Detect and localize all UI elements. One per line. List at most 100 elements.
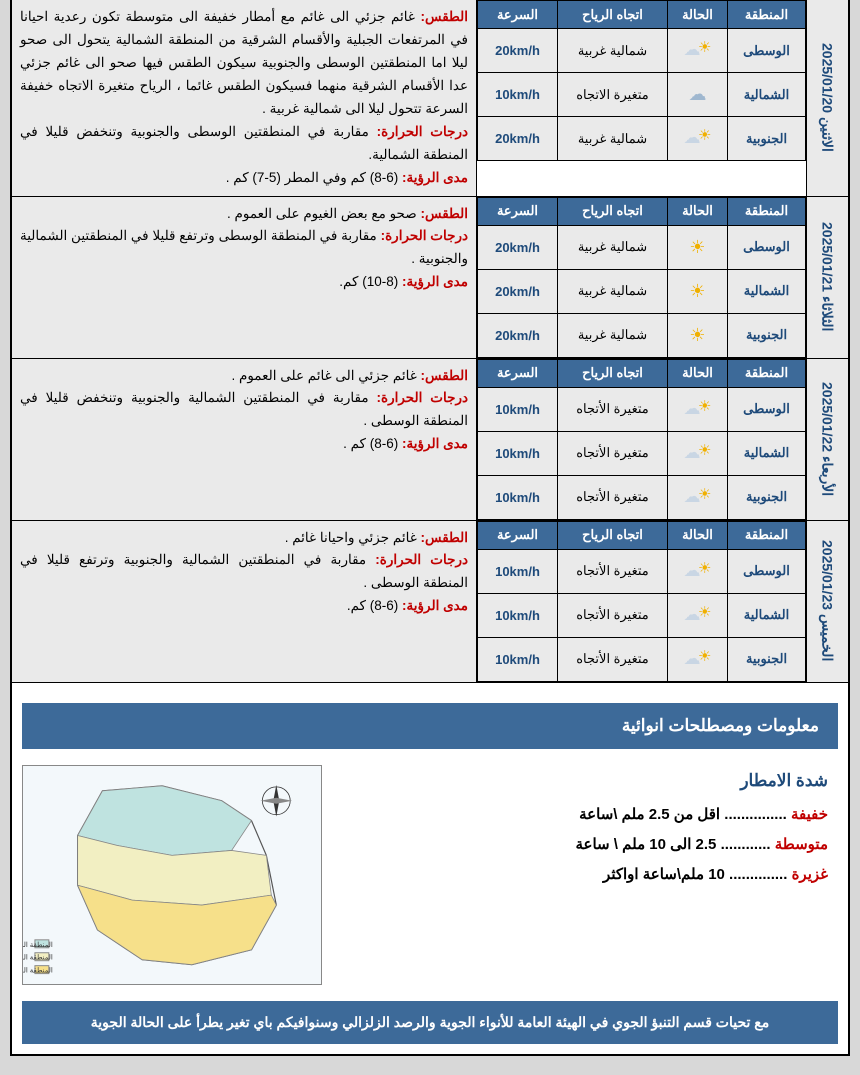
- spacer: [12, 683, 848, 697]
- cell-state: ☀☁: [668, 431, 728, 475]
- partly-cloudy-icon: ☀☁: [684, 603, 712, 625]
- sun-icon: ☀: [689, 325, 705, 345]
- table-row: الوسطى ☀☁ متغيرة الأتجاه 10km/h: [478, 549, 806, 593]
- cell-wind: شمالية غربية: [558, 29, 668, 73]
- text-visibility: (6-8) كم.: [347, 598, 398, 613]
- svg-text:المنطقة الوسطى: المنطقة الوسطى: [23, 953, 53, 961]
- svg-text:المنطقة الجنوبية: المنطقة الجنوبية: [23, 966, 53, 974]
- cell-region: الشمالية: [728, 431, 806, 475]
- table-header-row: المنطقة الحالة اتجاه الرياح السرعة: [478, 197, 806, 225]
- th-wind: اتجاه الرياح: [558, 1, 668, 29]
- svg-text:المنطقة الشمالية: المنطقة الشمالية: [23, 940, 53, 948]
- label-visibility: مدى الرؤية:: [402, 436, 468, 451]
- table-row: الوسطى ☀ شمالية غربية 20km/h: [478, 225, 806, 269]
- partly-cloudy-icon: ☀☁: [684, 485, 712, 507]
- sun-icon: ☀: [689, 237, 705, 257]
- label-visibility: مدى الرؤية:: [402, 170, 468, 185]
- description-column: الطقس: غائم جزئي واحيانا غائم .درجات الح…: [12, 521, 477, 682]
- cell-region: الوسطى: [728, 549, 806, 593]
- cell-wind: شمالية غربية: [558, 313, 668, 357]
- cell-speed: 10km/h: [478, 387, 558, 431]
- table-row: الجنوبية ☀☁ متغيرة الأتجاه 10km/h: [478, 475, 806, 519]
- description-column: الطقس: غائم جزئي الى غائم على العموم . در…: [12, 359, 477, 520]
- iraq-map-svg: المنطقة الشمالية المنطقة الوسطى المنطقة …: [23, 766, 321, 985]
- cell-state: ☀: [668, 225, 728, 269]
- label-visibility: مدى الرؤية:: [402, 274, 468, 289]
- partly-cloudy-icon: ☀☁: [684, 397, 712, 419]
- cell-region: الجنوبية: [728, 637, 806, 681]
- cell-speed: 20km/h: [478, 117, 558, 161]
- cell-wind: متغيرة الاتجاه: [558, 73, 668, 117]
- iraq-map-box: المنطقة الشمالية المنطقة الوسطى المنطقة …: [22, 765, 322, 986]
- cell-wind: متغيرة الأتجاه: [558, 475, 668, 519]
- th-speed: السرعة: [478, 1, 558, 29]
- rain-intensity-box: شدة الامطار خفيفة ............... اقل من…: [334, 765, 838, 986]
- label-weather: الطقس:: [421, 530, 468, 545]
- cell-speed: 10km/h: [478, 637, 558, 681]
- th-region: المنطقة: [728, 521, 806, 549]
- cell-wind: شمالية غربية: [558, 225, 668, 269]
- th-state: الحالة: [668, 359, 728, 387]
- label-weather: الطقس:: [421, 368, 468, 383]
- date-column: الثلاثاء 2025/01/21: [806, 197, 848, 358]
- forecast-grid: المنطقة الحالة اتجاه الرياح السرعة الوسط…: [477, 359, 806, 520]
- description-column: الطقس: صحو مع بعض الغيوم على العموم . درج…: [12, 197, 477, 358]
- cell-state: ☀: [668, 313, 728, 357]
- sun-icon: ☀: [689, 281, 705, 301]
- date-column: الأربعاء 2025/01/22: [806, 359, 848, 520]
- cell-state: ☀☁: [668, 29, 728, 73]
- th-wind: اتجاه الرياح: [558, 359, 668, 387]
- th-state: الحالة: [668, 197, 728, 225]
- text-weather: غائم جزئي الى غائم على العموم .: [231, 368, 416, 383]
- partly-cloudy-icon: ☀☁: [684, 559, 712, 581]
- cell-speed: 10km/h: [478, 593, 558, 637]
- label-temperature: درجات الحرارة:: [377, 124, 468, 139]
- forecast-table: المنطقة الحالة اتجاه الرياح السرعة الوسط…: [477, 0, 806, 161]
- table-header-row: المنطقة الحالة اتجاه الرياح السرعة: [478, 359, 806, 387]
- label-visibility: مدى الرؤية:: [402, 598, 468, 613]
- day-block: الخميس 2025/01/23 المنطقة الحالة اتجاه ا…: [12, 521, 848, 683]
- cell-wind: متغيرة الأتجاه: [558, 431, 668, 475]
- label-temperature: درجات الحرارة:: [381, 228, 468, 243]
- cell-state: ☀☁: [668, 387, 728, 431]
- cell-wind: متغيرة الأتجاه: [558, 637, 668, 681]
- cell-state: ☀☁: [668, 637, 728, 681]
- text-weather: صحو مع بعض الغيوم على العموم .: [227, 206, 417, 221]
- cell-wind: شمالية غربية: [558, 117, 668, 161]
- cloud-icon: ☁: [689, 84, 707, 104]
- label-weather: الطقس:: [421, 206, 468, 221]
- table-row: الجنوبية ☀ شمالية غربية 20km/h: [478, 313, 806, 357]
- rain-row-heavy: غزيرة .............. 10 ملم\ساعة اواكثر: [344, 865, 828, 883]
- th-region: المنطقة: [728, 197, 806, 225]
- th-speed: السرعة: [478, 359, 558, 387]
- th-region: المنطقة: [728, 1, 806, 29]
- cell-wind: شمالية غربية: [558, 269, 668, 313]
- day-block: الاثنين 2025/01/20 المنطقة الحالة اتجاه …: [12, 0, 848, 197]
- footer-greeting: مع تحيات قسم التنبؤ الجوي في الهيئة العا…: [22, 1001, 838, 1044]
- forecast-grid: المنطقة الحالة اتجاه الرياح السرعة الوسط…: [477, 197, 806, 358]
- cell-region: الجنوبية: [728, 117, 806, 161]
- cell-wind: متغيرة الأتجاه: [558, 593, 668, 637]
- cell-region: الشمالية: [728, 593, 806, 637]
- th-state: الحالة: [668, 1, 728, 29]
- table-header-row: المنطقة الحالة اتجاه الرياح السرعة: [478, 521, 806, 549]
- cell-speed: 10km/h: [478, 475, 558, 519]
- forecast-grid: المنطقة الحالة اتجاه الرياح السرعة الوسط…: [477, 521, 806, 682]
- cell-region: الوسطى: [728, 225, 806, 269]
- cell-region: الشمالية: [728, 73, 806, 117]
- th-state: الحالة: [668, 521, 728, 549]
- cell-state: ☀☁: [668, 117, 728, 161]
- day-block: الأربعاء 2025/01/22 المنطقة الحالة اتجاه…: [12, 359, 848, 521]
- rain-row-light: خفيفة ............... اقل من 2.5 ملم \سا…: [344, 805, 828, 823]
- forecast-table: المنطقة الحالة اتجاه الرياح السرعة الوسط…: [477, 521, 806, 682]
- table-row: الجنوبية ☀☁ متغيرة الأتجاه 10km/h: [478, 637, 806, 681]
- table-row: الشمالية ☀☁ متغيرة الأتجاه 10km/h: [478, 593, 806, 637]
- table-row: الشمالية ☁ متغيرة الاتجاه 10km/h: [478, 73, 806, 117]
- cell-state: ☀☁: [668, 549, 728, 593]
- cell-state: ☁: [668, 73, 728, 117]
- cell-region: الشمالية: [728, 269, 806, 313]
- label-temperature: درجات الحرارة:: [377, 390, 469, 405]
- cell-speed: 10km/h: [478, 431, 558, 475]
- cell-speed: 10km/h: [478, 73, 558, 117]
- cell-wind: متغيرة الأتجاه: [558, 387, 668, 431]
